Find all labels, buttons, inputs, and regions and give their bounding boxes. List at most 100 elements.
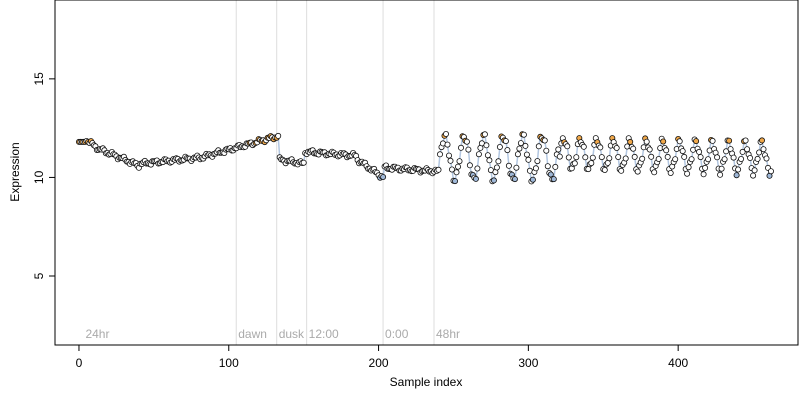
data-point (667, 169, 674, 176)
annotation-label: dawn (238, 327, 267, 341)
y-tick-label: 15 (32, 72, 46, 86)
annotation-label: 24hr (85, 327, 109, 341)
data-point (651, 169, 658, 176)
data-point (754, 155, 761, 162)
data-point (742, 137, 749, 144)
data-point (700, 171, 707, 178)
data-point (697, 154, 704, 161)
data-point (532, 165, 539, 172)
data-point (763, 155, 770, 162)
data-point (738, 155, 745, 162)
data-point (760, 146, 767, 153)
data-point (627, 138, 634, 145)
data-point (472, 175, 479, 182)
data-point (465, 146, 472, 153)
data-point (664, 153, 671, 160)
data-point (573, 154, 580, 161)
data-point (747, 154, 754, 161)
data-point (639, 155, 646, 162)
data-point (495, 158, 502, 165)
x-axis-label: Sample index (390, 375, 463, 389)
data-point (502, 138, 509, 145)
data-point (721, 156, 728, 163)
data-point (613, 144, 620, 151)
data-point (585, 166, 592, 173)
data-point (622, 155, 629, 162)
data-point (714, 154, 721, 161)
annotation-label: 48hr (436, 327, 460, 341)
data-point (565, 154, 572, 161)
data-point (556, 153, 563, 160)
data-point (615, 153, 622, 160)
data-point (380, 173, 387, 180)
data-point (550, 176, 557, 183)
data-point (702, 164, 709, 171)
x-tick-label: 0 (76, 356, 83, 370)
data-point (447, 157, 454, 164)
data-point (679, 148, 686, 155)
data-point (522, 142, 529, 149)
data-point (474, 165, 481, 172)
data-point (709, 137, 716, 144)
data-points (76, 130, 775, 185)
data-point (445, 152, 452, 159)
data-point (589, 154, 596, 161)
data-point (580, 143, 587, 150)
data-point (751, 167, 758, 174)
data-point (598, 154, 605, 161)
data-point (481, 131, 488, 138)
annotation-label: dusk (279, 327, 305, 341)
data-point (496, 143, 503, 150)
x-axis: 0 100 200 300 400 (76, 344, 688, 370)
data-point (544, 163, 551, 170)
data-point (684, 170, 691, 177)
data-point (514, 151, 521, 158)
data-point (490, 177, 497, 184)
x-tick-label: 300 (518, 356, 538, 370)
data-point (759, 137, 766, 144)
data-point (646, 146, 653, 153)
data-point (681, 153, 688, 160)
data-point (484, 152, 491, 159)
data-point (517, 140, 524, 147)
data-point (663, 147, 670, 154)
data-point (582, 154, 589, 161)
annotation-label: 0:00 (385, 327, 409, 341)
data-point (672, 156, 679, 163)
data-point (648, 153, 655, 160)
data-point (444, 141, 451, 148)
data-point (685, 164, 692, 171)
data-point (606, 155, 613, 162)
data-point (543, 147, 550, 154)
data-point (655, 155, 662, 162)
data-point (730, 154, 737, 161)
data-point (705, 156, 712, 163)
data-point (588, 160, 595, 167)
data-point (513, 164, 520, 171)
data-point (643, 138, 650, 145)
data-point (618, 167, 625, 174)
data-point (756, 149, 763, 156)
data-point (552, 163, 559, 170)
y-axis: 5 10 15 (32, 72, 56, 279)
data-point (516, 145, 523, 152)
data-point (693, 138, 700, 145)
data-point (505, 162, 512, 169)
data-point (717, 171, 724, 178)
data-point (634, 168, 641, 175)
data-point (453, 169, 460, 176)
data-point (555, 146, 562, 153)
data-point (456, 158, 463, 165)
vertical-reference-lines (235, 0, 435, 345)
time-annotations: 24hr dawn dusk 12:00 0:00 48hr (85, 327, 460, 341)
data-point (300, 159, 307, 166)
data-point (486, 157, 493, 164)
data-point (275, 132, 282, 139)
x-tick-label: 400 (668, 356, 688, 370)
y-tick-label: 10 (32, 170, 46, 184)
data-point (718, 165, 725, 172)
data-point (436, 151, 443, 158)
data-point (448, 166, 455, 173)
data-point (768, 168, 775, 175)
